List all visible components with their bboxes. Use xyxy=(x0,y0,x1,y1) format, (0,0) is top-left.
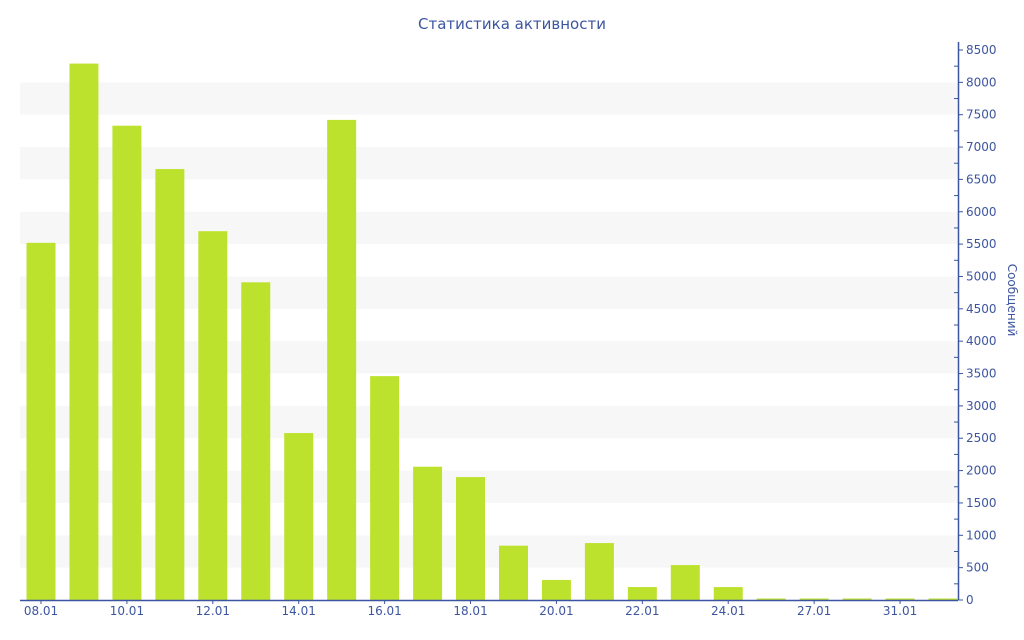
y-tick-label: 1500 xyxy=(966,496,997,510)
x-tick-label: 12.01 xyxy=(196,604,230,618)
bar xyxy=(370,376,400,600)
bar xyxy=(627,587,657,600)
y-tick-label: 4000 xyxy=(966,334,997,348)
x-tick-label: 14.01 xyxy=(282,604,316,618)
bar xyxy=(799,598,829,600)
bar xyxy=(842,598,872,600)
bar xyxy=(541,579,571,600)
bar xyxy=(241,282,271,600)
bar xyxy=(670,565,700,600)
y-tick-label: 7500 xyxy=(966,108,997,122)
bar xyxy=(327,119,357,600)
x-tick-label: 18.01 xyxy=(453,604,487,618)
bar xyxy=(112,125,142,601)
x-tick-label: 08.01 xyxy=(24,604,58,618)
bar xyxy=(756,598,786,600)
bar xyxy=(928,598,958,600)
y-tick-label: 8000 xyxy=(966,75,997,89)
y-tick-label: 500 xyxy=(966,561,989,575)
y-tick-label: 4500 xyxy=(966,302,997,316)
bar xyxy=(713,587,743,600)
bar xyxy=(26,242,56,600)
bar xyxy=(155,169,185,600)
x-tick-label: 22.01 xyxy=(625,604,659,618)
y-tick-label: 6500 xyxy=(966,172,997,186)
bar xyxy=(198,231,228,601)
x-tick-label: 16.01 xyxy=(367,604,401,618)
x-tick-label: 31.01 xyxy=(883,604,917,618)
bar xyxy=(584,543,614,600)
chart-title: Статистика активности xyxy=(418,15,606,33)
bar xyxy=(885,598,915,600)
y-tick-label: 3000 xyxy=(966,399,997,413)
bar xyxy=(413,466,443,600)
y-tick-label: 6000 xyxy=(966,205,997,219)
grid-band xyxy=(20,82,958,115)
y-tick-label: 7000 xyxy=(966,140,997,154)
y-tick-label: 1000 xyxy=(966,528,997,542)
bar xyxy=(498,545,528,600)
y-tick-label: 8500 xyxy=(966,43,997,57)
bar xyxy=(69,63,99,600)
bar xyxy=(456,477,486,600)
y-tick-label: 2000 xyxy=(966,464,997,478)
y-tick-label: 2500 xyxy=(966,431,997,445)
x-tick-label: 20.01 xyxy=(539,604,573,618)
x-tick-label: 10.01 xyxy=(110,604,144,618)
y-tick-label: 5500 xyxy=(966,237,997,251)
x-tick-label: 24.01 xyxy=(711,604,745,618)
bar xyxy=(284,433,314,600)
y-tick-label: 3500 xyxy=(966,367,997,381)
y-axis-label: Сообщений xyxy=(1005,264,1019,337)
y-tick-label: 0 xyxy=(966,593,974,607)
y-tick-label: 5000 xyxy=(966,269,997,283)
x-tick-label: 27.01 xyxy=(797,604,831,618)
